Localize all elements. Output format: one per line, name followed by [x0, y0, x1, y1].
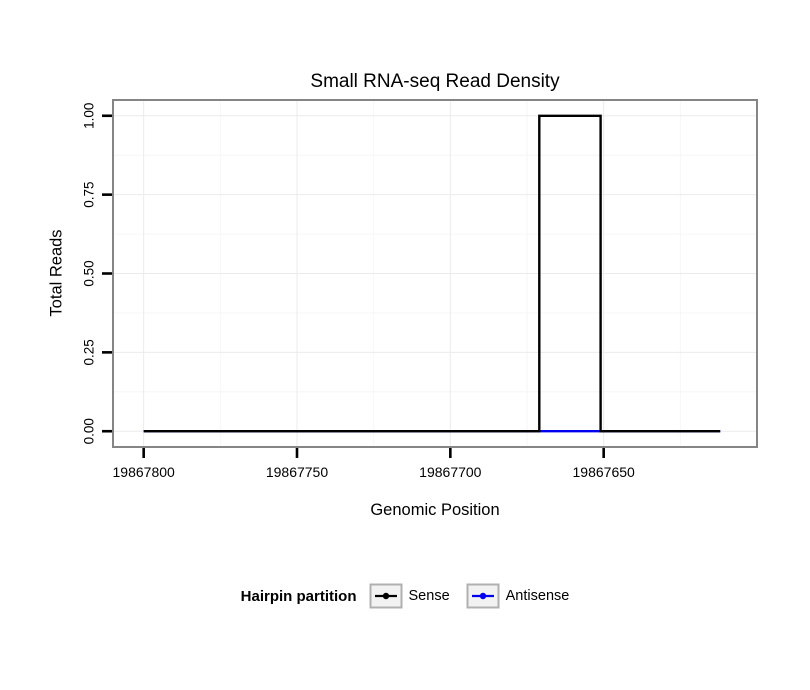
legend-key-sense-icon: [369, 583, 403, 609]
y-tick-label: 0.50: [82, 260, 97, 286]
series-line-sense: [143, 114, 721, 433]
legend-key-antisense-icon: [466, 583, 500, 609]
legend: Hairpin partition Sense Antisense: [0, 578, 810, 614]
legend-items: Sense Antisense: [369, 583, 570, 609]
x-tick-label: 19867750: [266, 464, 329, 480]
x-tick-label: 19867700: [419, 464, 482, 480]
legend-title: Hairpin partition: [240, 587, 357, 605]
x-tick-label: 19867800: [113, 464, 176, 480]
legend-item-sense: Sense: [369, 583, 450, 609]
legend-label: Antisense: [505, 588, 570, 604]
legend-label: Sense: [408, 588, 450, 604]
y-axis-title: Total Reads: [47, 229, 66, 317]
y-tick-label: 0.00: [82, 418, 97, 444]
y-tick-label: 1.00: [82, 103, 97, 129]
y-tick-label: 0.75: [82, 181, 97, 207]
x-axis-title: Genomic Position: [370, 501, 500, 519]
x-tick-label: 19867650: [573, 464, 636, 480]
y-tick-label: 0.25: [82, 339, 97, 365]
legend-item-antisense: Antisense: [466, 583, 570, 609]
chart-title: Small RNA-seq Read Density: [310, 71, 560, 92]
panel-border: [112, 99, 758, 448]
